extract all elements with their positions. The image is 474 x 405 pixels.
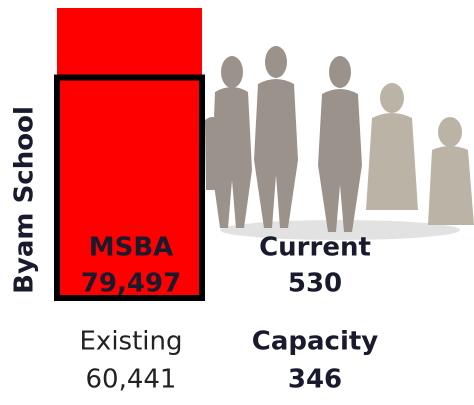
capacity-value: 346 — [288, 365, 342, 395]
body — [205, 117, 222, 190]
capacity-label: Capacity — [252, 327, 379, 357]
body — [366, 113, 418, 210]
head — [221, 56, 243, 88]
head — [438, 117, 462, 147]
current-label: Current — [259, 233, 371, 263]
infographic: Byam School MSBA 79,497 Existing 60,441 … — [0, 0, 474, 405]
people-illustration — [205, 46, 474, 240]
body — [428, 146, 474, 225]
body — [318, 89, 362, 232]
category-label: MSBA — [89, 233, 174, 263]
value-label: 79,497 — [81, 269, 181, 299]
head — [265, 46, 287, 78]
head — [329, 56, 351, 88]
category-label: Existing — [80, 327, 183, 357]
value-label: 60,441 — [86, 365, 177, 395]
head — [380, 83, 404, 113]
current-value: 530 — [288, 269, 342, 299]
chart-title: Byam School — [10, 106, 40, 294]
body — [254, 79, 298, 228]
page: {"chart_data": {"type": "bar", "title": … — [0, 0, 474, 405]
